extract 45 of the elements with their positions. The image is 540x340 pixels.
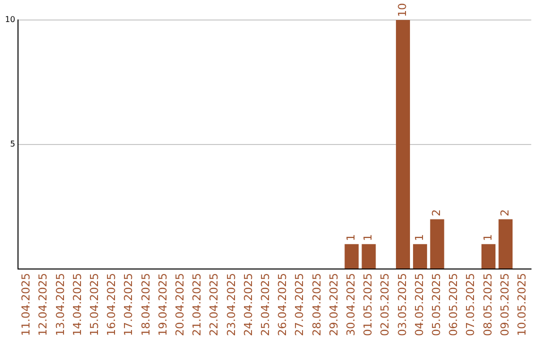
x-tick-label: 01.05.2025	[362, 273, 375, 336]
data-label: 2	[498, 209, 512, 216]
x-tick-label: 02.05.2025	[378, 273, 392, 336]
data-label: 1	[481, 234, 494, 242]
x-tick-label: 07.05.2025	[464, 273, 478, 336]
bar	[430, 219, 444, 269]
data-label: 1	[412, 234, 426, 242]
y-tick-label: 5	[10, 140, 16, 149]
x-tick-label: 08.05.2025	[481, 273, 494, 336]
x-tick-label: 11.04.2025	[20, 273, 33, 336]
x-tick-label: 12.04.2025	[36, 273, 50, 336]
x-tick-label: 05.05.2025	[430, 273, 444, 336]
data-label: 10	[396, 3, 409, 17]
x-tick-label: 17.04.2025	[122, 273, 136, 336]
x-tick-label: 21.04.2025	[190, 273, 204, 336]
x-tick-label: 27.04.2025	[293, 273, 306, 336]
x-tick-label: 14.04.2025	[70, 273, 84, 336]
data-label: 2	[430, 209, 444, 216]
x-tick-label: 10.05.2025	[516, 273, 529, 336]
x-tick-label: 06.05.2025	[447, 273, 460, 336]
x-tick-label: 09.05.2025	[498, 273, 512, 336]
x-tick-label: 26.04.2025	[276, 273, 290, 336]
x-tick-label: 03.05.2025	[396, 273, 409, 336]
x-tick-label: 16.04.2025	[105, 273, 118, 336]
bar	[498, 219, 513, 269]
x-tick-label: 15.04.2025	[88, 273, 101, 336]
x-tick-label: 28.04.2025	[310, 273, 324, 336]
x-tick-label: 29.04.2025	[327, 273, 340, 336]
bar	[362, 244, 376, 269]
x-tick-label: 04.05.2025	[412, 273, 426, 336]
bar	[344, 244, 359, 269]
x-tick-label: 19.04.2025	[156, 273, 170, 336]
bar	[396, 20, 410, 269]
x-tick-label: 25.04.2025	[259, 273, 272, 336]
x-tick-label: 18.04.2025	[139, 273, 152, 336]
data-label: 1	[362, 234, 375, 242]
data-label: 1	[344, 234, 358, 242]
x-tick-label: 30.04.2025	[344, 273, 358, 336]
x-tick-label: 20.04.2025	[174, 273, 186, 336]
x-tick-label: 23.04.2025	[224, 273, 238, 336]
x-tick-label: 24.04.2025	[242, 273, 255, 336]
bar	[413, 244, 428, 269]
x-tick-label: 22.04.2025	[208, 273, 221, 336]
x-tick-label: 13.04.2025	[54, 273, 67, 336]
bar	[481, 244, 496, 269]
